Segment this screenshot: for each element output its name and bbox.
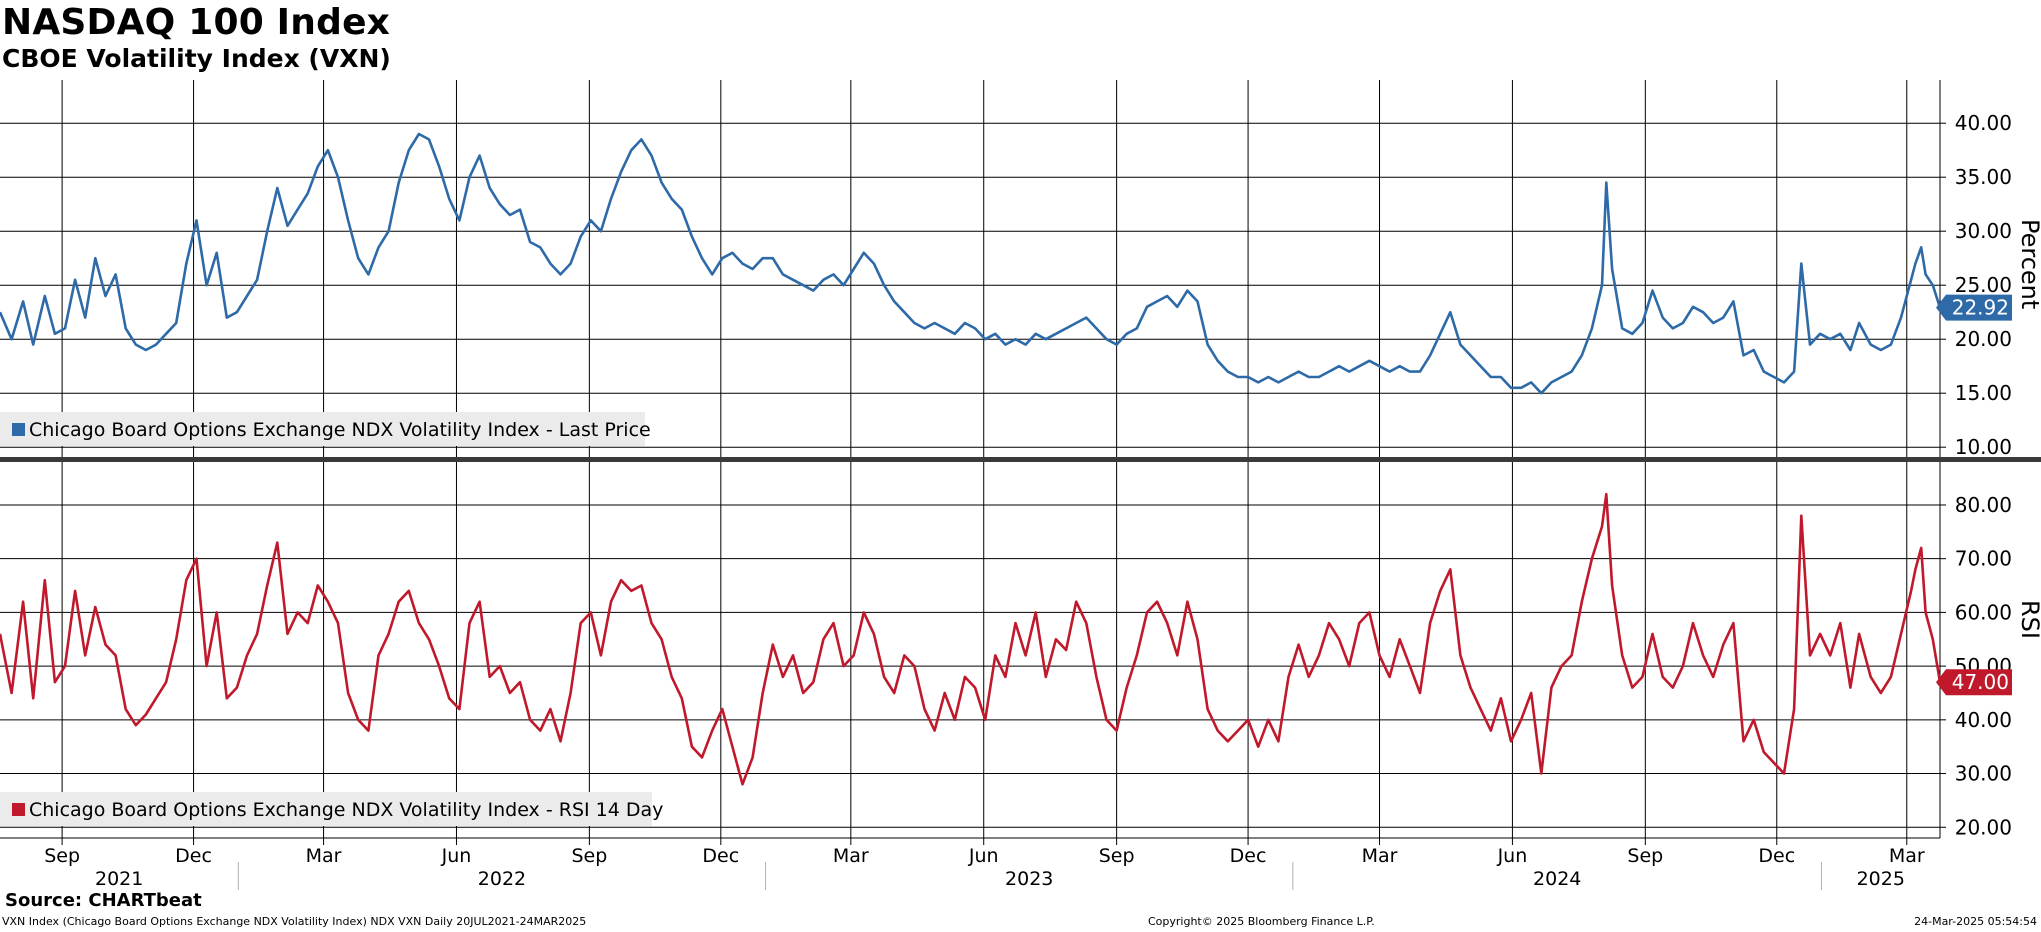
- year-label: 2022: [478, 868, 526, 890]
- x-tick-label: Sep: [1099, 845, 1135, 867]
- y-tick-label: 60.00: [1955, 600, 2012, 624]
- year-label: 2025: [1857, 868, 1905, 890]
- footer-timestamp: 24-Mar-2025 05:54:54: [1914, 915, 2037, 928]
- y-tick-label: 40.00: [1955, 111, 2012, 135]
- y-tick-label: 80.00: [1955, 493, 2012, 517]
- y-tick-label: 70.00: [1955, 547, 2012, 571]
- chart-subtitle: CBOE Volatility Index (VXN): [2, 44, 391, 73]
- x-tick-label: Dec: [1230, 845, 1267, 867]
- source-note: Source: CHARTbeat: [5, 890, 202, 911]
- y-axis-title: Percent: [2016, 219, 2041, 309]
- last-value-tag: [1936, 294, 2012, 321]
- legend-swatch: [12, 803, 25, 816]
- y-tick-label: 40.00: [1955, 708, 2012, 732]
- legend-swatch: [12, 423, 25, 436]
- y-tick-label: 10.00: [1955, 435, 2012, 459]
- y-tick-label: 35.00: [1955, 165, 2012, 189]
- x-tick-label: Mar: [833, 845, 869, 867]
- x-tick-label: Jun: [968, 845, 999, 867]
- x-tick-label: Sep: [1627, 845, 1663, 867]
- footer-description: VXN Index (Chicago Board Options Exchang…: [2, 915, 587, 928]
- year-label: 2023: [1005, 868, 1053, 890]
- footer-copyright: Copyright© 2025 Bloomberg Finance L.P.: [1148, 915, 1375, 928]
- y-tick-label: 15.00: [1955, 381, 2012, 405]
- x-tick-label: Sep: [44, 845, 80, 867]
- y-tick-label: 25.00: [1955, 273, 2012, 297]
- legend-label: Chicago Board Options Exchange NDX Volat…: [29, 419, 651, 441]
- x-tick-label: Dec: [702, 845, 739, 867]
- legend-label: Chicago Board Options Exchange NDX Volat…: [29, 799, 663, 821]
- y-tick-label: 30.00: [1955, 219, 2012, 243]
- panel-divider: [0, 457, 2041, 462]
- last-value-label: 47.00: [1952, 670, 2009, 694]
- y-axis-title: RSI: [2016, 600, 2041, 639]
- year-label: 2021: [95, 868, 143, 890]
- x-tick-label: Mar: [1889, 845, 1925, 867]
- price-line: [0, 132, 1942, 395]
- x-tick-label: Mar: [1362, 845, 1398, 867]
- chart-area: 10.00 15.00 20.00 25.00 30.00 35.00 40.00 Perce…: [0, 80, 2041, 890]
- x-tick-label: Mar: [306, 845, 342, 867]
- chart-title: NASDAQ 100 Index: [2, 2, 391, 43]
- year-label: 2024: [1533, 868, 1581, 890]
- x-tick-label: Dec: [1758, 845, 1795, 867]
- y-tick-label: 20.00: [1955, 815, 2012, 839]
- rsi-line: [0, 492, 1942, 786]
- x-tick-label: Sep: [571, 845, 607, 867]
- y-tick-label: 30.00: [1955, 762, 2012, 786]
- last-value-tag: [1936, 669, 2012, 696]
- y-tick-label: 20.00: [1955, 327, 2012, 351]
- last-value-label: 22.92: [1952, 296, 2009, 320]
- x-tick-label: Jun: [1497, 845, 1528, 867]
- x-tick-label: Jun: [441, 845, 472, 867]
- legend-box: [0, 792, 652, 826]
- legend-box: [0, 412, 645, 446]
- x-tick-label: Dec: [175, 845, 212, 867]
